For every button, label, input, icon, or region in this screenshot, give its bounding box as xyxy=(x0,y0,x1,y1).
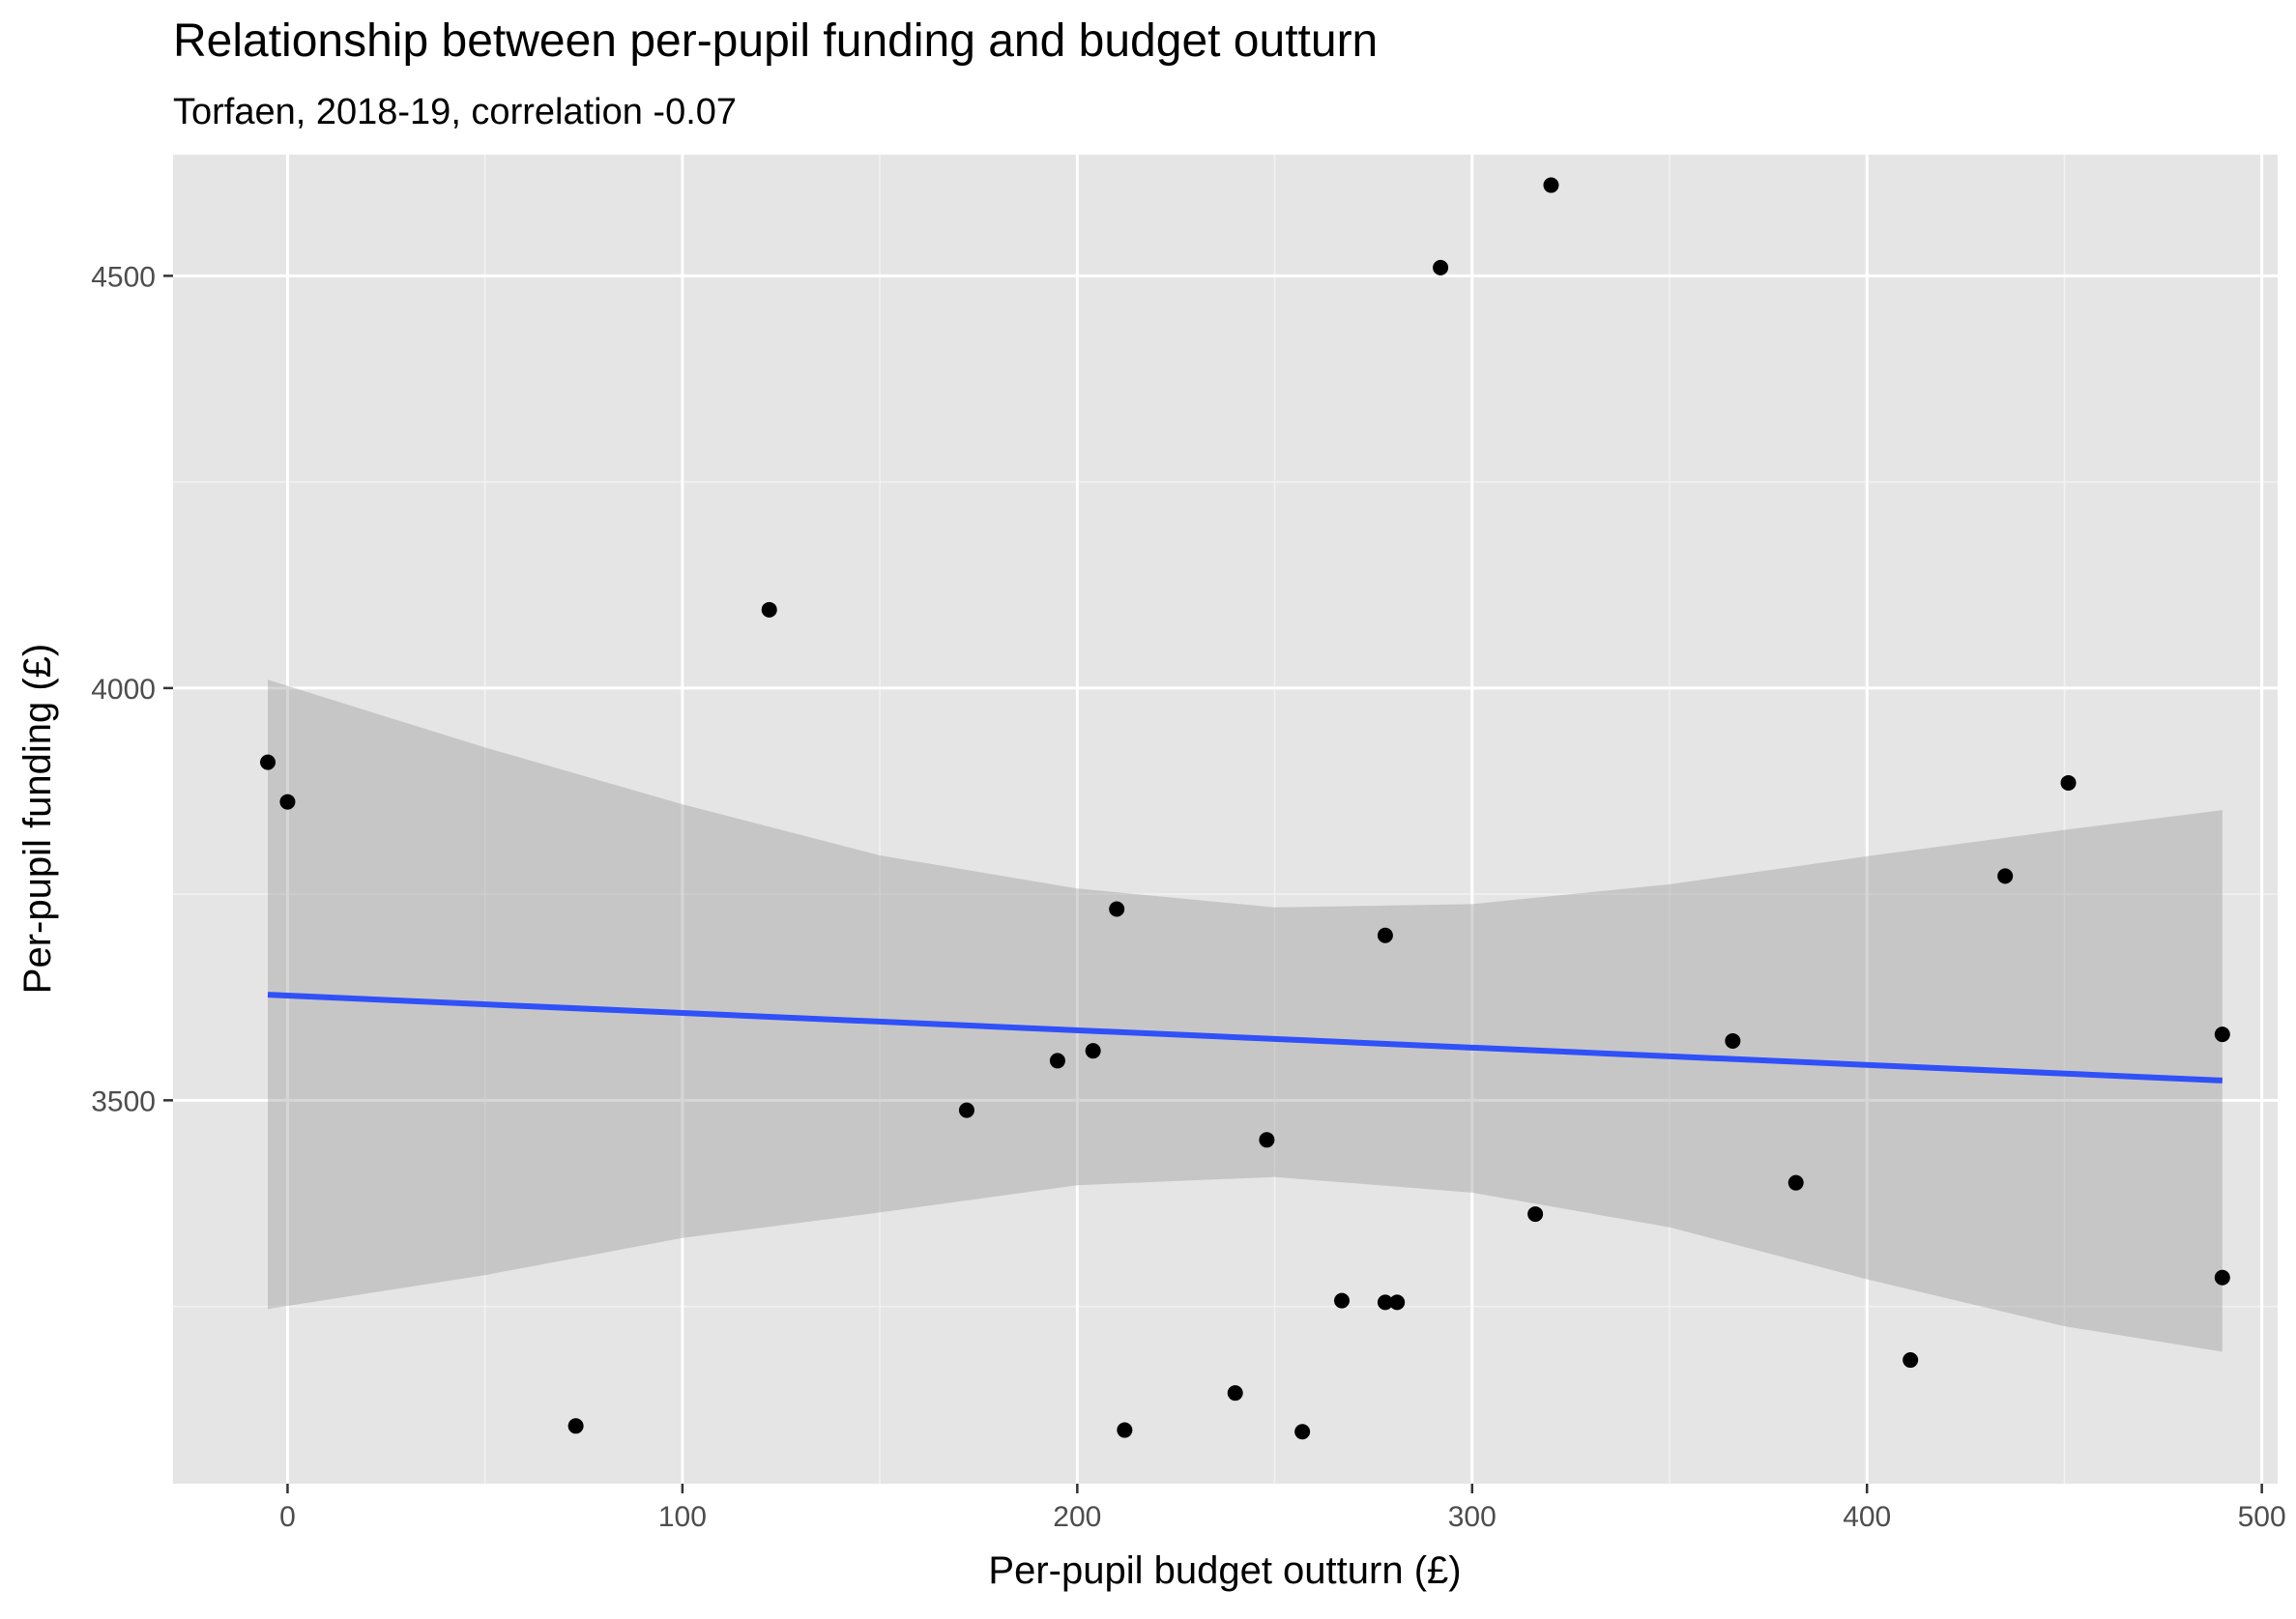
data-point xyxy=(1227,1385,1243,1402)
confidence-band xyxy=(268,679,2223,1352)
data-point xyxy=(1433,259,1449,275)
data-point xyxy=(1903,1352,1919,1369)
chart-title: Relationship between per-pupil funding a… xyxy=(173,15,1378,67)
data-point xyxy=(761,601,777,618)
data-point xyxy=(1389,1294,1406,1311)
data-point xyxy=(1117,1422,1133,1438)
data-point xyxy=(260,754,276,770)
data-point xyxy=(958,1102,974,1118)
data-point xyxy=(1333,1292,1350,1309)
y-axis-label: Per-pupil funding (£) xyxy=(16,644,59,994)
grid-layer xyxy=(173,155,2278,1484)
x-tick-label: 300 xyxy=(1448,1501,1497,1533)
data-point xyxy=(1049,1053,1065,1069)
data-point xyxy=(1725,1032,1741,1049)
x-tick-label: 400 xyxy=(1843,1501,1891,1533)
data-point xyxy=(1294,1424,1311,1440)
y-tick-label: 3500 xyxy=(91,1085,156,1117)
data-point xyxy=(1527,1206,1544,1223)
data-point xyxy=(1377,927,1393,943)
data-point xyxy=(567,1418,584,1434)
plot-panel xyxy=(173,155,2278,1484)
data-point xyxy=(2214,1026,2230,1043)
x-axis: 0 100 200 300 400 500 xyxy=(279,1484,2286,1533)
data-point xyxy=(1109,901,1125,917)
y-tick-label: 4500 xyxy=(91,261,156,293)
data-point xyxy=(1085,1043,1101,1059)
chart-subtitle: Torfaen, 2018-19, correlation -0.07 xyxy=(173,92,737,132)
fit-line xyxy=(267,992,2223,1084)
x-tick-label: 500 xyxy=(2238,1501,2286,1533)
data-point xyxy=(1259,1132,1275,1148)
confidence-band-layer xyxy=(268,679,2223,1352)
data-point xyxy=(2214,1269,2230,1286)
x-tick-label: 0 xyxy=(279,1501,296,1533)
data-point xyxy=(279,794,296,810)
data-point xyxy=(1377,1294,1393,1311)
fit-line-layer xyxy=(267,992,2223,1084)
x-tick-label: 100 xyxy=(658,1501,707,1533)
x-tick-label: 200 xyxy=(1053,1501,1101,1533)
data-point xyxy=(2060,774,2077,791)
y-axis: 3500 4000 4500 xyxy=(91,261,173,1117)
data-point xyxy=(1787,1174,1804,1191)
points-layer xyxy=(260,177,2230,1440)
y-tick-label: 4000 xyxy=(91,674,156,706)
x-axis-label: Per-pupil budget outturn (£) xyxy=(988,1549,1461,1592)
data-point xyxy=(1997,868,2014,884)
data-point xyxy=(1543,177,1559,193)
